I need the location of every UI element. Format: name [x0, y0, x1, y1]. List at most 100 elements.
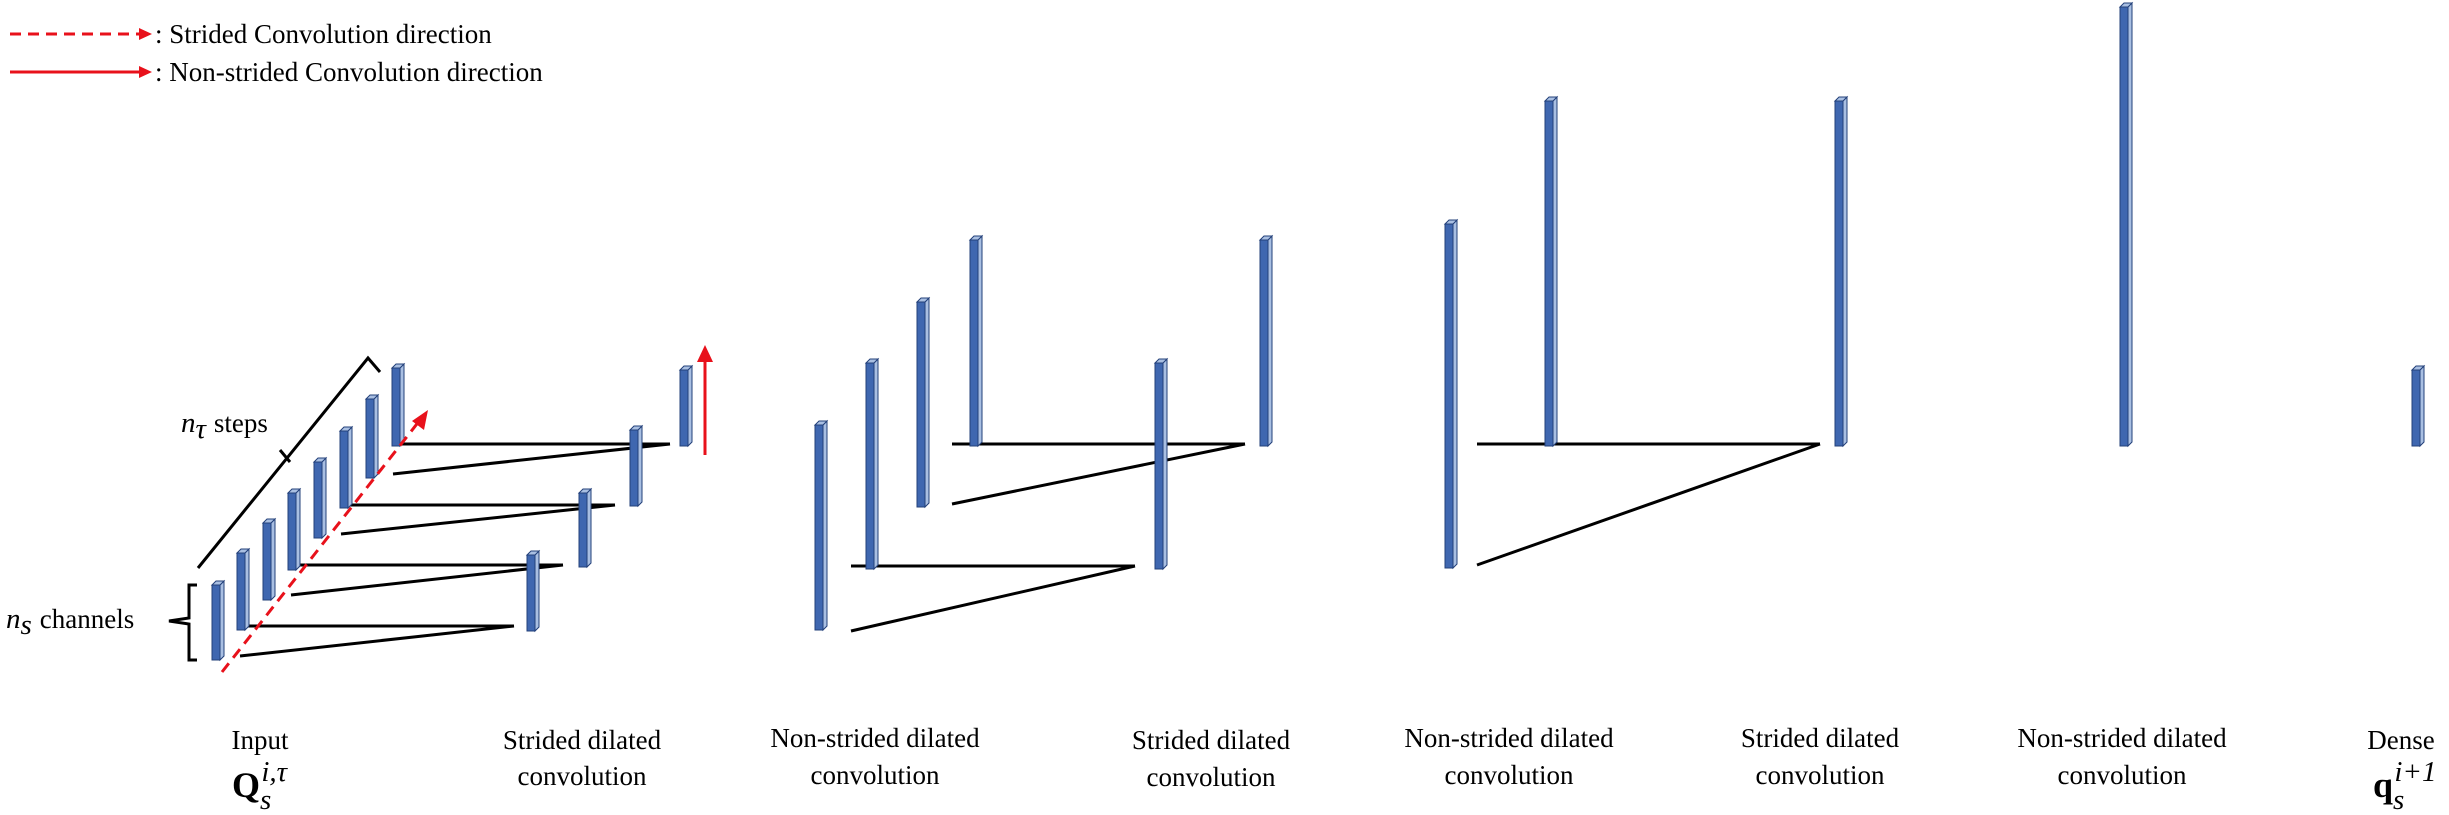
n-tau-bracket-line: [196, 355, 382, 569]
stage1-bar-2-side: [586, 487, 592, 569]
input-caption: Input: [232, 725, 289, 755]
input-bar-6-front: [339, 430, 349, 509]
stage6-caption-line1: Non-strided dilated: [2017, 723, 2227, 753]
stage2-bar-2: [864, 357, 880, 571]
stage1-bar-3: [628, 424, 644, 508]
connector-line-13: [1476, 442, 1821, 567]
stage6-bar-1-side: [2127, 1, 2133, 448]
stage3-bar-1: [1153, 357, 1169, 571]
connector-line-11: [951, 442, 1246, 506]
input-bar-3-side: [270, 517, 276, 602]
connector-lines: [239, 442, 1821, 658]
input-bar-3: [261, 517, 277, 602]
input-bar-1-side: [219, 579, 225, 662]
stage1-bar-4-front: [679, 369, 689, 447]
input-bar-6: [338, 425, 354, 510]
stage1-caption-line2: convolution: [518, 761, 647, 791]
dense-bar-1-side: [2419, 364, 2425, 448]
input-symbol: Qsi,τ: [232, 756, 289, 815]
stage4-bar-2-front: [1544, 100, 1554, 447]
stage2-bar-3-front: [916, 301, 926, 508]
connector-line-9: [850, 564, 1136, 633]
n-tau-label: nτ steps: [181, 407, 268, 445]
n-s-bracket-line: [168, 583, 197, 662]
dense-caption: Dense: [2367, 725, 2434, 755]
dense-bar-1-front: [2411, 369, 2421, 447]
stage1-bar-3-front: [629, 429, 639, 507]
stage1-bar-1-side: [534, 549, 540, 633]
stage2-bar-1: [813, 419, 829, 632]
input-bar-7-side: [373, 393, 379, 480]
stage1-caption-line1: Strided dilated: [503, 725, 662, 755]
stage5-caption-line1: Strided dilated: [1741, 723, 1900, 753]
stage3-bar-1-front: [1154, 362, 1164, 570]
stage2-bar-3-side: [924, 296, 930, 509]
stage2-caption-line1: Non-strided dilated: [770, 723, 980, 753]
stage1-bar-2: [577, 487, 593, 569]
input-bar-1: [210, 579, 226, 662]
stage1-bar-1: [525, 549, 541, 633]
stage2-bar-2-front: [865, 362, 875, 570]
stage5-caption-line2: convolution: [1756, 760, 1885, 790]
input-bar-2-side: [244, 547, 250, 632]
legend-strided-label: : Strided Convolution direction: [155, 19, 492, 49]
input-bar-5-front: [313, 461, 323, 539]
stage1-bar-1-front: [526, 554, 536, 632]
stage2-bar-1-side: [822, 419, 828, 632]
stage3-bar-2: [1258, 234, 1274, 448]
non-strided-arrowhead-legend-icon: [139, 66, 152, 78]
legend: : Strided Convolution direction : Non-st…: [10, 19, 543, 87]
input-bar-8-side: [399, 362, 405, 448]
input-bar-8-front: [391, 367, 401, 447]
dense-bar-1: [2410, 364, 2426, 448]
input-bar-1-front: [211, 584, 221, 661]
stage2-bar-2-side: [873, 357, 879, 571]
stage5-bar-1-front: [1834, 100, 1844, 447]
connector-line-5: [340, 503, 616, 536]
stage4-bar-1-side: [1452, 218, 1458, 570]
stage4-bar-1-front: [1444, 223, 1454, 569]
connector-line-7: [392, 442, 671, 476]
stage6-bar-1: [2118, 1, 2134, 448]
captions: Input Qsi,τ Strided dilated convolution …: [232, 723, 2437, 815]
input-bar-5: [312, 456, 328, 540]
stage5-bar-1: [1833, 95, 1849, 448]
stage2-bar-4-front: [969, 239, 979, 447]
stage5-bar-1-side: [1842, 95, 1848, 448]
non-strided-direction-arrowhead-icon: [697, 345, 713, 362]
stage4-bar-1: [1443, 218, 1459, 570]
stage6-bar-1-front: [2119, 6, 2129, 447]
stage2-bar-4-side: [977, 234, 983, 448]
input-bar-7-front: [365, 398, 375, 479]
input-bar-4-side: [295, 487, 301, 572]
dense-symbol: qsi+1: [2373, 756, 2436, 815]
stage3-bar-2-side: [1267, 234, 1273, 448]
stage3-bar-2-front: [1259, 239, 1269, 447]
stage2-bar-4: [968, 234, 984, 448]
stage1-bar-3-side: [637, 424, 643, 508]
stage1-bar-4-side: [687, 364, 693, 448]
input-bar-4: [286, 487, 302, 572]
input-bar-7: [364, 393, 380, 480]
feature-bars: [210, 1, 2426, 662]
input-bar-2-front: [236, 552, 246, 631]
n-s-bracket: ns channels: [6, 583, 197, 662]
stage4-caption-line1: Non-strided dilated: [1404, 723, 1614, 753]
n-tau-bracket: nτ steps: [181, 355, 382, 569]
stage3-caption-line1: Strided dilated: [1132, 725, 1291, 755]
input-bar-6-side: [347, 425, 353, 510]
connector-line-3: [290, 563, 564, 597]
input-bar-4-front: [287, 492, 297, 571]
stage2-bar-3: [915, 296, 931, 509]
stage2-caption-line2: convolution: [811, 760, 940, 790]
connector-line-1: [239, 624, 515, 658]
stage1-bar-2-front: [578, 492, 588, 568]
n-s-label: ns channels: [6, 603, 134, 641]
input-bar-3-front: [262, 522, 272, 601]
input-bar-8: [390, 362, 406, 448]
stage2-bar-1-front: [814, 424, 824, 631]
input-bar-2: [235, 547, 251, 632]
stage4-caption-line2: convolution: [1445, 760, 1574, 790]
strided-direction-arrowhead-icon: [412, 410, 428, 430]
